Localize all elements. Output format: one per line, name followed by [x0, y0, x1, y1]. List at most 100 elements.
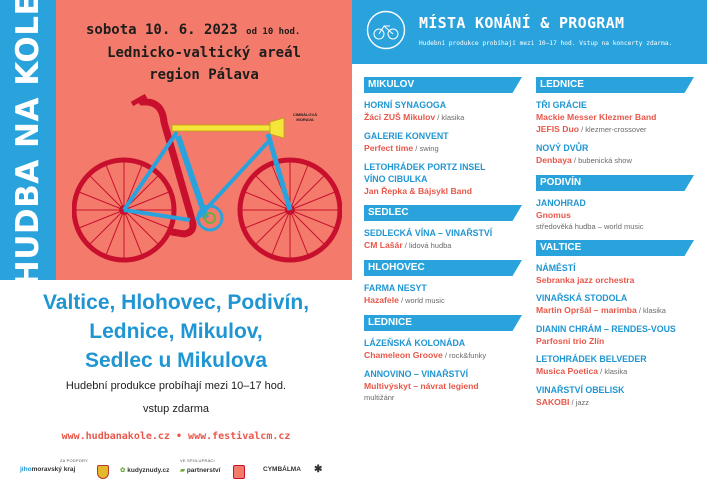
performer: Denbaya / bubenická show: [536, 155, 632, 165]
towns-line-1: Valtice, Hlohovec, Podivín,: [42, 291, 310, 314]
program-entry: SEDLECKÁ VÍNA – VINAŘSTVÍ CM Lašár / lid…: [364, 227, 524, 252]
venue-name: LETOHRÁDEK BELVEDER: [536, 354, 647, 364]
saxophone-icon: [138, 98, 197, 238]
program-column-1: MIKULOV HORNÍ SYNAGOGA Žáci ZUŠ Mikulov …: [364, 77, 524, 411]
performer: Martin Opršál – marimba / klasika: [536, 305, 666, 315]
venue-name: GALERIE KONVENT: [364, 131, 449, 141]
performer: Mackie Messer Klezmer Band: [536, 112, 657, 122]
venue-name: LÁZEŇSKÁ KOLONÁDA: [364, 338, 466, 348]
section-hlohovec: HLOHOVEC FARMA NESYT Hazafele / world mu…: [364, 260, 524, 307]
venue-name: LETOHRÁDEK PORTZ INSEL: [364, 162, 486, 172]
hudba-na-kole-logo: [366, 10, 406, 50]
section-lednice-2: LEDNICE TŘI GRÁCIE Mackie Messer Klezmer…: [536, 77, 696, 167]
program-entry: NOVÝ DVŮR Denbaya / bubenická show: [536, 142, 696, 167]
cimbalova-morava-mark: CIMBÁLOVÁ MORAVA: [292, 112, 318, 122]
cymbalma-logo: CYMBÁLMA: [263, 466, 301, 473]
program-entry: FARMA NESYT Hazafele / world music: [364, 282, 524, 307]
program-entry: ANNOVINO – VINAŘSTVÍ Multivýskyt – návra…: [364, 368, 524, 403]
program-entry: TŘI GRÁCIE Mackie Messer Klezmer Band JE…: [536, 99, 696, 136]
venue-name: VINAŘSTVÍ OBELISK: [536, 385, 625, 395]
program-entry: LÁZEŇSKÁ KOLONÁDA Chameleon Groove / roc…: [364, 337, 524, 362]
time-text: od 10 hod.: [246, 27, 301, 37]
venue-name: HORNÍ SYNAGOGA: [364, 100, 447, 110]
hero-panel: [56, 0, 352, 280]
venue-name: DIANIN CHRÁM – RENDES-VOUS: [536, 324, 676, 334]
link-festivalcm[interactable]: www.festivalcm.cz: [188, 431, 291, 442]
genre: / klasika: [435, 113, 465, 122]
program-entry: NÁMĚSTÍ Sebranka jazz orchestra: [536, 262, 696, 286]
date-text: sobota 10. 6. 2023: [86, 22, 238, 38]
performer: Sebranka jazz orchestra: [536, 275, 635, 285]
section-heading: LEDNICE: [536, 77, 694, 93]
towns-list: Valtice, Hlohovec, Podivín, Lednice, Mik…: [0, 288, 352, 375]
performer: SAKOBI / jazz: [536, 397, 590, 407]
genre: / klasika: [636, 306, 666, 315]
front-wheel-icon: [237, 157, 342, 263]
event-date: sobota 10. 6. 2023 od 10 hod.: [86, 22, 356, 38]
venue-name: NOVÝ DVŮR: [536, 143, 589, 153]
venue-name: VINAŘSKÁ STODOLA: [536, 293, 628, 303]
program-entry: LETOHRÁDEK BELVEDER Musica Poetica / kla…: [536, 353, 696, 378]
venue-name: FARMA NESYT: [364, 283, 427, 293]
genre: / lidová hudba: [402, 241, 452, 250]
support-caption: ZA PODPORY: [60, 458, 88, 463]
performer: Parfosní trio Zlín: [536, 336, 605, 346]
program-entry: HORNÍ SYNAGOGA Žáci ZUŠ Mikulov / klasik…: [364, 99, 524, 124]
program-entry: VINAŘSKÁ STODOLA Martin Opršál – marimba…: [536, 292, 696, 317]
program-column-2: LEDNICE TŘI GRÁCIE Mackie Messer Klezmer…: [536, 77, 696, 417]
performer: Jan Řepka & Bájsykl Band: [364, 186, 472, 196]
program-entry: VINAŘSTVÍ OBELISK SAKOBI / jazz: [536, 384, 696, 409]
venue-line-1: Lednicko-valtický areál: [107, 45, 301, 61]
clarinet-icon: [171, 124, 271, 132]
performer: Hazafele / world music: [364, 295, 445, 305]
link-hudbanakole[interactable]: www.hudbanakole.cz: [61, 431, 170, 442]
web-links: www.hudbanakole.cz • www.festivalcm.cz: [0, 431, 352, 442]
flute-icon: [175, 135, 209, 219]
program-entry: DIANIN CHRÁM – RENDES-VOUS Parfosní trio…: [536, 323, 696, 347]
program-header: [352, 0, 707, 64]
town-crest-icon: [97, 465, 109, 479]
venue-name: TŘI GRÁCIE: [536, 100, 587, 110]
venue-name: ANNOVINO – VINAŘSTVÍ: [364, 369, 469, 379]
program-subtitle: Hudební produkce probíhají mezi 10–17 ho…: [419, 40, 673, 47]
cooperation-caption: VE SPOLUPRÁCI: [180, 458, 215, 463]
performer: Žáci ZUŠ Mikulov / klasika: [364, 112, 465, 122]
genre: / bubenická show: [571, 156, 632, 165]
performer: Multivýskyt – návrat legiend: [364, 381, 479, 391]
genre: / jazz: [569, 398, 590, 407]
genre: / swing: [413, 144, 439, 153]
venue-name: JANOHRAD: [536, 198, 586, 208]
rear-wheel-icon: [72, 157, 177, 263]
towns-line-2: Lednice, Mikulov,: [89, 320, 263, 343]
sponsor-badge-icon: [233, 465, 245, 479]
jihomoravsky-kraj-logo: jihomoravský kraj: [20, 466, 76, 473]
section-mikulov: MIKULOV HORNÍ SYNAGOGA Žáci ZUŠ Mikulov …: [364, 77, 524, 197]
hours-info: Hudební produkce probíhají mezi 10–17 ho…: [65, 380, 287, 392]
kudyznudy-logo: ✿ kudyznudy.cz: [120, 467, 170, 474]
venue-name: SEDLECKÁ VÍNA – VINAŘSTVÍ: [364, 228, 493, 238]
fork-icon: [265, 133, 293, 211]
bicycle-instruments-illustration: [72, 93, 342, 263]
genre: / rock&funky: [442, 351, 487, 360]
section-heading: VALTICE: [536, 240, 694, 256]
section-heading: MIKULOV: [364, 77, 522, 93]
performer: Chameleon Groove / rock&funky: [364, 350, 487, 360]
genre: multižánr: [364, 393, 395, 402]
program-title: MÍSTA KONÁNÍ & PROGRAM: [419, 14, 625, 32]
performer: JEFIS Duo / klezmer-crossover: [536, 124, 647, 134]
section-heading: HLOHOVEC: [364, 260, 522, 276]
section-heading: PODIVÍN: [536, 175, 694, 191]
admission-info: vstup zdarma: [142, 403, 210, 415]
performer: Musica Poetica / klasika: [536, 366, 628, 376]
title-stripe: [0, 0, 56, 280]
towns-line-3: Sedlec u Mikulova: [84, 349, 268, 372]
partnerstvi-logo: ▰ partnerství: [180, 467, 221, 474]
web-separator: •: [175, 431, 183, 442]
performer: CM Lašár / lidová hudba: [364, 240, 452, 250]
section-valtice: VALTICE NÁMĚSTÍ Sebranka jazz orchestra …: [536, 240, 696, 409]
french-horn-icon: [196, 204, 224, 232]
genre: středověká hudba – world music: [536, 222, 644, 231]
section-podivin: PODIVÍN JANOHRAD Gnomus středověká hudba…: [536, 175, 696, 232]
venue-name: NÁMĚSTÍ: [536, 263, 576, 273]
performer: Perfect time / swing: [364, 143, 439, 153]
